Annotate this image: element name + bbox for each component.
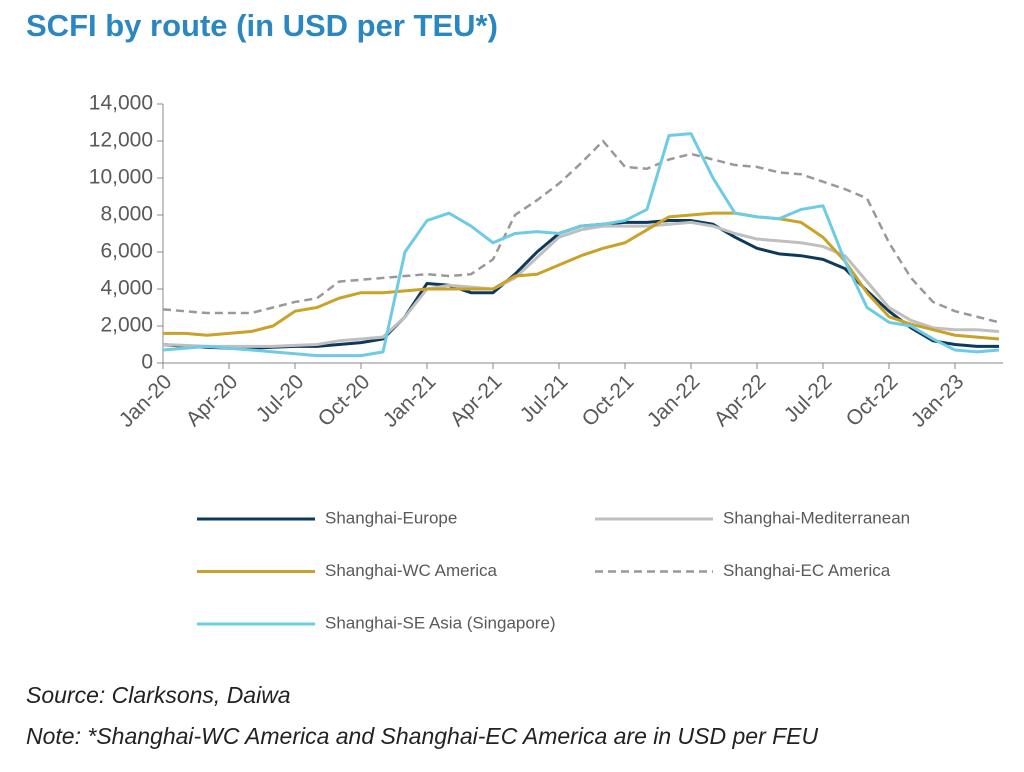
series-line bbox=[162, 139, 1000, 324]
series-line bbox=[162, 219, 999, 350]
x-tick-label: Oct-21 bbox=[578, 370, 639, 431]
y-tick-label: 0 bbox=[141, 351, 153, 374]
x-tick-label: Jul-22 bbox=[780, 370, 837, 427]
x-tick-label: Apr-21 bbox=[446, 370, 507, 431]
legend-label: Shanghai-WC America bbox=[325, 561, 498, 580]
x-tick-label: Oct-22 bbox=[842, 370, 903, 431]
x-tick-label: Oct-20 bbox=[314, 370, 375, 431]
legend-label: Shanghai-SE Asia (Singapore) bbox=[325, 613, 556, 632]
series-line bbox=[162, 132, 1000, 358]
legend-label: Shanghai-Europe bbox=[325, 508, 457, 527]
y-tick-label: 12,000 bbox=[89, 129, 153, 152]
x-tick-label: Jul-21 bbox=[516, 370, 573, 427]
x-tick-label: Jan-20 bbox=[115, 370, 177, 432]
series-line bbox=[162, 220, 1000, 348]
y-tick-label: 2,000 bbox=[100, 314, 153, 337]
x-tick-label: Apr-22 bbox=[710, 370, 771, 431]
y-tick-label: 10,000 bbox=[89, 166, 153, 189]
source: Source: Clarksons, Daiwa bbox=[26, 682, 291, 708]
series-line bbox=[163, 211, 1000, 341]
y-tick-label: 4,000 bbox=[100, 277, 153, 300]
x-tick-label: Jan-23 bbox=[907, 370, 969, 432]
y-tick-label: 6,000 bbox=[100, 240, 153, 263]
chart-title: SCFI by route (in USD per TEU*) bbox=[26, 8, 498, 43]
y-tick-label: 14,000 bbox=[89, 92, 153, 115]
y-tick-label: 8,000 bbox=[100, 203, 153, 226]
legend-label: Shanghai-EC America bbox=[723, 561, 891, 580]
legend-label: Shanghai-Mediterranean bbox=[723, 508, 910, 527]
x-tick-label: Apr-20 bbox=[182, 370, 243, 431]
x-tick-label: Jul-20 bbox=[252, 370, 309, 427]
x-tick-label: Jan-21 bbox=[379, 370, 441, 432]
x-tick-label: Jan-22 bbox=[643, 370, 705, 432]
note: Note: *Shanghai-WC America and Shanghai-… bbox=[26, 723, 819, 749]
